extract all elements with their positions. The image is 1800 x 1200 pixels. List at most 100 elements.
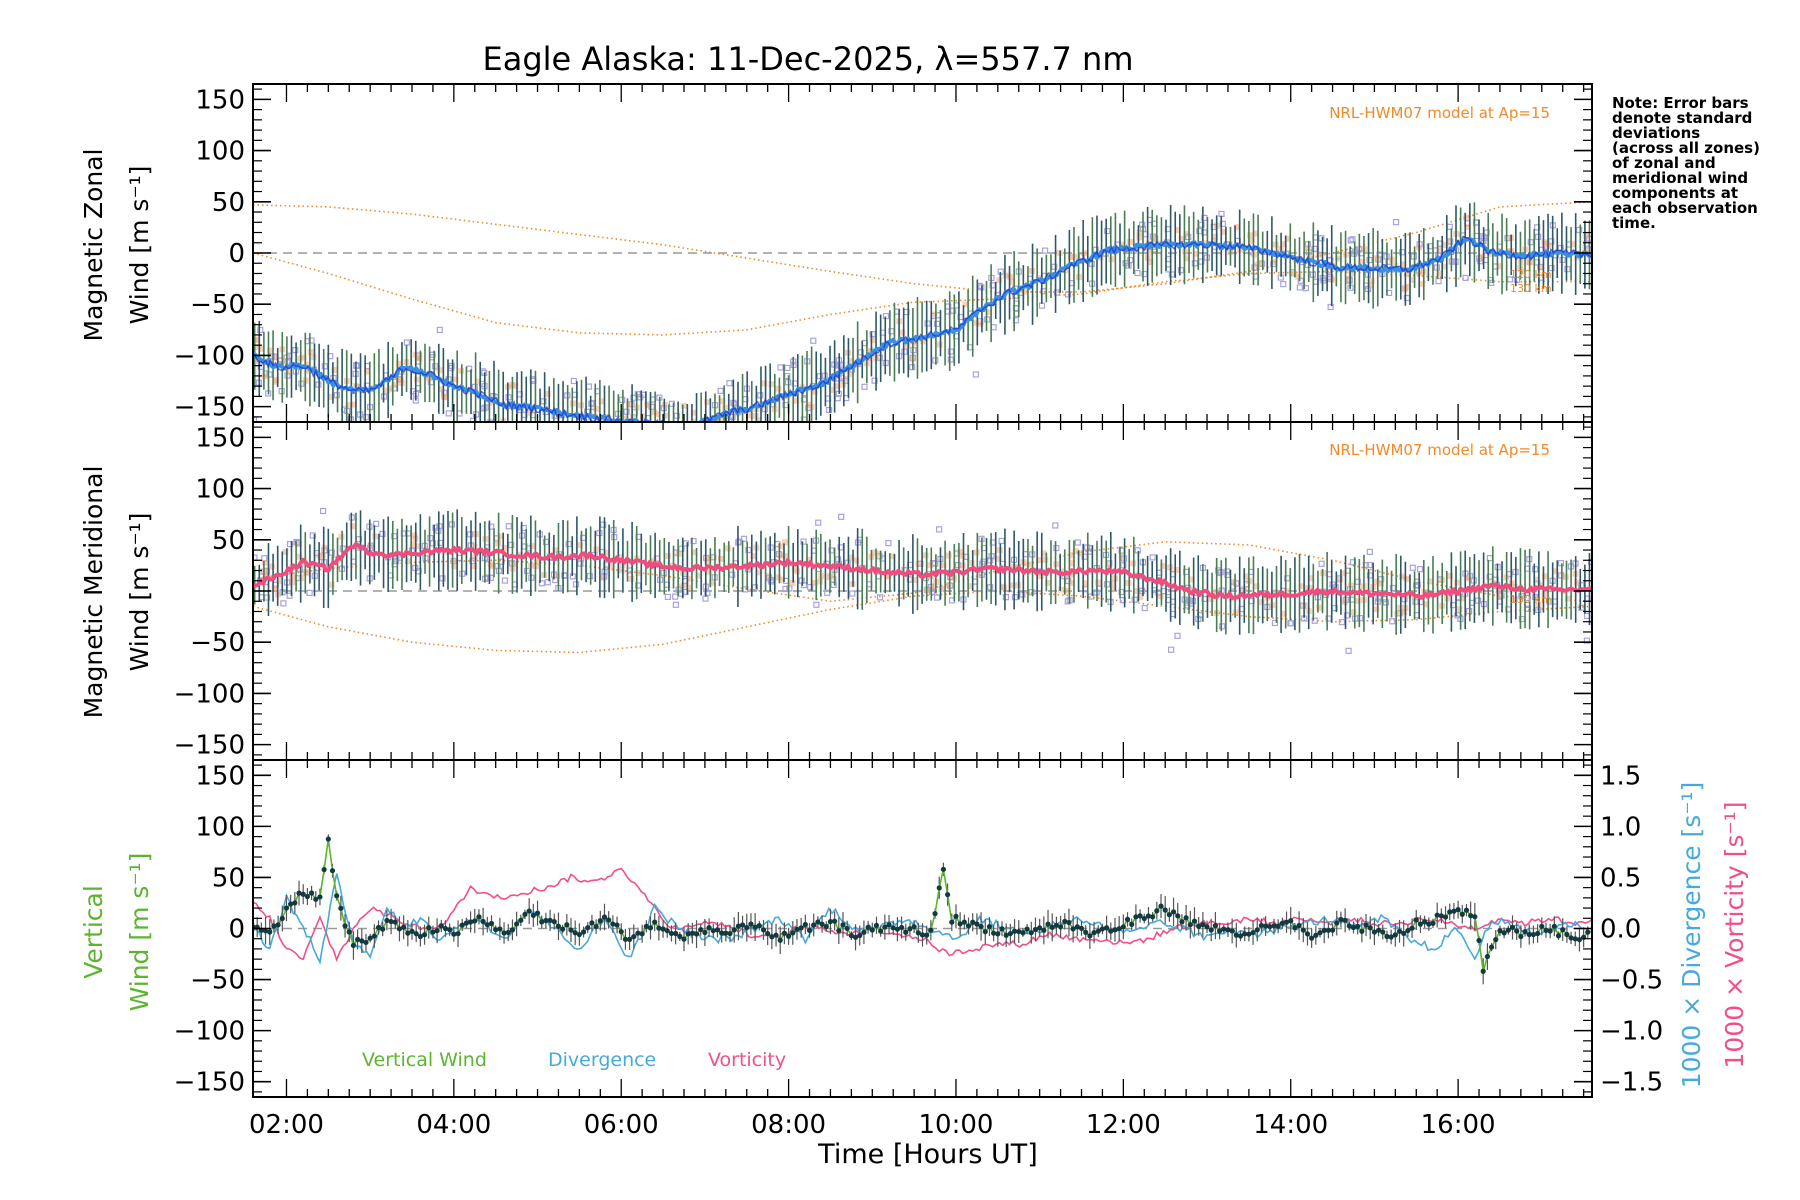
zonal-zone-halo	[1437, 246, 1444, 253]
meridional-zone-halo	[750, 553, 757, 560]
vertical-wind-point	[894, 926, 900, 932]
vertical-wind-point	[748, 921, 754, 927]
km-label-130: 130 km	[1510, 282, 1552, 295]
vertical-wind-point	[961, 919, 967, 925]
vertical-wind-point	[681, 936, 687, 942]
vertical-wind-point	[1145, 913, 1152, 919]
x-tick-label: 14:00	[1253, 1110, 1328, 1140]
meridional-zone-halo	[349, 523, 356, 530]
vertical-wind-point	[823, 923, 829, 930]
meridional-zone-sample	[306, 589, 313, 597]
vertical-wind-point	[283, 905, 290, 911]
vertical-wind-point	[606, 917, 612, 923]
vertical-wind-point	[262, 928, 269, 934]
meridional-zone-halo	[871, 549, 878, 556]
vertical-wind-point	[1417, 921, 1424, 927]
vertical-wind-point	[1237, 933, 1244, 939]
vertical-wind-point	[1187, 922, 1193, 928]
meridional-zone-sample	[1532, 566, 1539, 573]
zonal-zone-halo	[719, 398, 726, 405]
vertical-wind-point	[1095, 928, 1101, 934]
vertical-wind-point	[1062, 918, 1068, 924]
meridional-zone-halo	[1497, 593, 1504, 600]
meridional-zone-halo	[995, 555, 1002, 562]
zonal-zone-sample	[570, 377, 577, 385]
vertical-wind-point	[300, 891, 306, 897]
zonal-zone-halo	[1193, 250, 1200, 257]
zonal-zone-halo	[1220, 228, 1227, 235]
vertical-wind-point	[794, 926, 800, 932]
meridional-zone-halo	[289, 579, 296, 586]
vertical-ytick-label: 0	[228, 915, 245, 945]
meridional-zone-sample	[379, 530, 386, 537]
vertical-wind-point	[639, 931, 645, 937]
vertical-wind-point	[1162, 907, 1168, 913]
vertical-wind-point	[1472, 914, 1478, 920]
vertical-wind-point	[852, 934, 859, 940]
meridional-zone-halo	[1133, 587, 1140, 594]
meridional-zone-sample	[586, 572, 593, 580]
meridional-zone-halo	[471, 563, 478, 570]
vertical-wind-point	[723, 930, 729, 936]
note-line-8: each observation	[1612, 199, 1758, 217]
zonal-zone-halo	[972, 319, 979, 326]
vertical-wind-point	[1170, 909, 1177, 915]
meridional-zone-halo	[1316, 604, 1323, 611]
meridional-zone-halo	[1137, 594, 1144, 601]
meridional-zone-halo	[1465, 575, 1472, 582]
meridional-zone-halo	[471, 543, 478, 550]
zonal-zone-halo	[626, 400, 633, 407]
zonal-zone-halo	[1136, 234, 1143, 241]
zonal-zone-halo	[704, 399, 711, 406]
x-tick-label: 08:00	[751, 1110, 826, 1140]
vertical-wind-point	[1158, 903, 1164, 909]
vertical-wind-point	[928, 927, 934, 933]
meridional-zone-halo	[276, 578, 283, 585]
zonal-zone-sample	[1280, 281, 1287, 288]
meridional-zone-halo	[1511, 596, 1518, 603]
zonal-zone-sample	[257, 326, 264, 334]
zonal-zone-sample	[924, 320, 931, 327]
vertical-wind-point	[267, 929, 273, 935]
vertical-wind-point	[317, 894, 323, 900]
meridional-zone-sample	[876, 594, 884, 601]
meridional-zone-halo	[593, 546, 600, 553]
meridional-zone-halo	[1258, 599, 1265, 606]
meridional-zone-sample	[561, 572, 568, 579]
meridional-model-curve-130km	[253, 590, 1592, 654]
zonal-model-curve-120km	[253, 200, 1592, 293]
vertical-wind-point	[1124, 916, 1131, 923]
meridional-zone-halo	[1350, 609, 1357, 616]
zonal-zone-halo	[911, 340, 918, 347]
meridional-zone-halo	[1284, 588, 1291, 595]
zonal-zone-halo	[680, 402, 687, 409]
vertical-wind-point	[1388, 934, 1394, 940]
meridional-zone-halo	[501, 544, 508, 551]
zonal-zone-halo	[1211, 237, 1218, 244]
meridional-zone-halo	[1511, 583, 1518, 590]
vertical-wind-point	[288, 901, 294, 907]
vertical-wind-point	[986, 923, 993, 930]
meridional-zone-sample	[849, 590, 856, 597]
vertical-wind-point	[765, 930, 771, 937]
vertical-wind-point	[1493, 937, 1499, 943]
zonal-zone-halo	[848, 357, 855, 364]
zonal-zone-sample	[933, 320, 941, 327]
vertical-wind-point	[576, 931, 582, 938]
zonal-zone-sample	[1564, 266, 1571, 273]
vertical-wind-point	[949, 919, 955, 925]
vertical-wind-point	[689, 930, 695, 936]
meridional-zone-sample	[1131, 596, 1138, 603]
meridional-zone-halo	[1009, 582, 1016, 589]
zonal-zone-sample	[1196, 227, 1203, 235]
meridional-zone-sample	[1532, 593, 1539, 601]
vertical-wind-point	[1208, 927, 1214, 933]
vertical-wind-point	[1300, 927, 1306, 933]
vertical-wind-point	[1313, 932, 1319, 938]
meridional-zone-halo	[497, 533, 504, 540]
zonal-zone-sample	[1506, 276, 1514, 283]
meridional-zone-halo	[1298, 583, 1305, 590]
meridional-zone-sample	[319, 507, 327, 515]
meridional-zone-sample	[432, 524, 439, 531]
vertical-wind-point	[1572, 936, 1578, 942]
